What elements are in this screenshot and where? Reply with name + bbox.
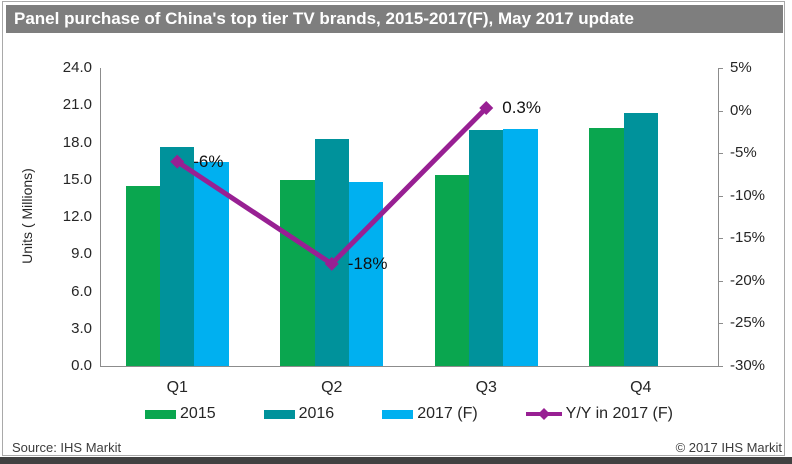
legend-label: Y/Y in 2017 (F) — [565, 405, 673, 422]
right-axis-tick — [718, 110, 723, 112]
left-axis-tick-label: 6.0 — [71, 282, 92, 300]
legend-swatch-icon — [263, 409, 295, 419]
bottom-edge-strip — [0, 457, 792, 464]
bar-2015-q1 — [125, 185, 161, 366]
right-axis-tick-label: -15% — [730, 229, 766, 247]
legend-label: 2016 — [298, 405, 335, 422]
x-axis-line — [100, 366, 719, 367]
right-axis-tick-label: -25% — [730, 314, 766, 332]
bar-2017-f--q2 — [348, 182, 384, 366]
x-axis-label-q3: Q3 — [475, 379, 497, 396]
legend-item-2015: 2015 — [145, 405, 216, 423]
right-axis-line — [718, 68, 719, 366]
x-axis-label-q1: Q1 — [166, 379, 188, 396]
bar-2015-q3 — [434, 174, 470, 366]
right-axis-tick-label: -10% — [730, 186, 766, 204]
legend-item-2016: 2016 — [263, 405, 335, 423]
bar-2016-q4 — [623, 112, 658, 366]
legend-swatch-icon — [382, 409, 414, 419]
bar-2016-q2 — [314, 138, 349, 366]
legend-line-marker-icon — [525, 408, 562, 420]
left-axis-line — [100, 68, 101, 366]
right-axis-tick — [718, 323, 723, 325]
copyright-note: © 2017 IHS Markit — [675, 440, 782, 455]
left-axis-tick-label: 0.0 — [71, 357, 92, 374]
left-axis-title: Units ( Millions) — [19, 168, 35, 264]
left-axis-tick-label: 15.0 — [62, 170, 92, 188]
left-axis-tick-label: 24.0 — [62, 59, 92, 76]
right-axis-tick — [718, 195, 723, 197]
right-axis-tick — [718, 68, 723, 69]
legend-item-2017-f-: 2017 (F) — [382, 405, 478, 423]
bar-2016-q3 — [469, 130, 504, 366]
right-axis-tick-label: -5% — [730, 144, 757, 162]
bar-2016-q1 — [160, 147, 195, 366]
left-axis-tick-label: 21.0 — [62, 96, 92, 114]
yoy-diamond-marker — [479, 101, 494, 116]
left-axis-tick-label: 9.0 — [71, 245, 92, 263]
bar-2015-q4 — [589, 127, 624, 366]
right-axis-tick-label: 5% — [730, 59, 752, 76]
right-axis-tick-label: -20% — [730, 271, 766, 289]
yoy-data-label: -18% — [347, 253, 388, 273]
legend-item-y-y-in-2017-f-: Y/Y in 2017 (F) — [525, 405, 673, 423]
right-axis-tick — [718, 280, 723, 282]
chart-title: Panel purchase of China's top tier TV br… — [6, 5, 783, 33]
source-note: Source: IHS Markit — [12, 440, 122, 455]
left-axis-tick-label: 12.0 — [62, 208, 92, 225]
left-axis-tick-label: 18.0 — [62, 133, 92, 151]
right-axis-tick — [718, 153, 723, 155]
bar-2017-f--q3 — [503, 128, 538, 366]
x-axis-label-q4: Q4 — [630, 379, 652, 396]
left-axis-tick-label: 3.0 — [71, 319, 92, 337]
bar-2017-f--q1 — [194, 162, 229, 366]
right-axis-tick — [718, 238, 723, 240]
right-axis-tick-label: -30% — [730, 357, 766, 374]
legend-swatch-icon — [145, 409, 177, 419]
bar-2015-q2 — [280, 179, 315, 366]
yoy-data-label: 0.3% — [502, 98, 541, 118]
x-axis-label-q2: Q2 — [321, 379, 343, 396]
chart-legend: 2015 2016 2017 (F) Y/Y in 2017 (F) — [100, 403, 718, 425]
legend-label: 2015 — [180, 405, 216, 422]
yoy-data-label: -6% — [193, 151, 224, 171]
right-axis-tick — [718, 366, 723, 367]
legend-label: 2017 (F) — [417, 405, 478, 422]
right-axis-tick-label: 0% — [730, 101, 752, 119]
